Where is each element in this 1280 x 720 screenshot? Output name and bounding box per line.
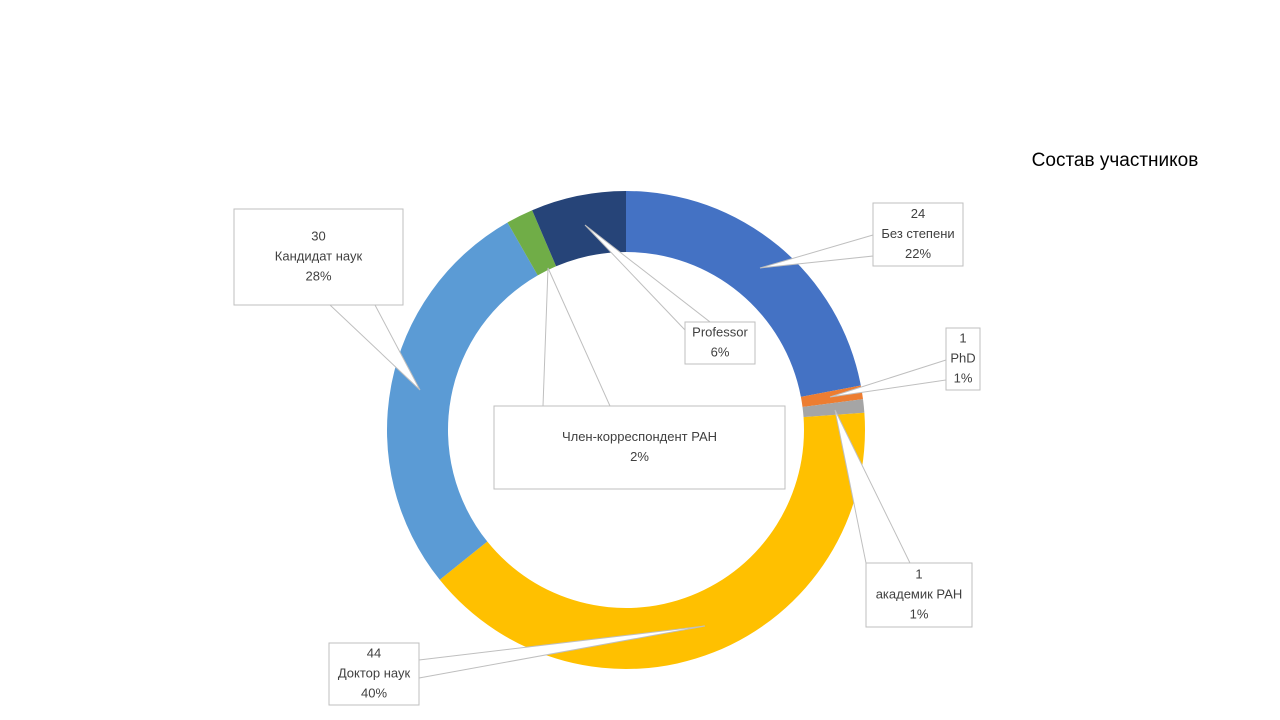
label-box: [493, 405, 786, 490]
data-label: 2%: [630, 449, 649, 464]
label-box: [872, 202, 964, 267]
data-label: академик РАН: [876, 586, 963, 601]
data-label: 44: [367, 645, 381, 660]
data-label: 1: [915, 566, 922, 581]
data-label: 30: [311, 228, 325, 243]
callout-pointer: [542, 267, 611, 407]
donut-slice: [626, 191, 861, 397]
data-label: PhD: [950, 350, 975, 365]
donut-slice: [532, 191, 626, 267]
label-box: [328, 642, 420, 706]
donut-slice: [439, 412, 865, 669]
donut-slice: [507, 210, 557, 276]
data-label: 28%: [305, 268, 331, 283]
data-label: Без степени: [881, 226, 954, 241]
donut-slice: [802, 399, 865, 418]
data-label: 1: [959, 330, 966, 345]
chart-title: Состав участников: [1032, 150, 1199, 171]
data-label: 40%: [361, 685, 387, 700]
data-label: Кандидат наук: [275, 248, 363, 263]
data-label: 1%: [910, 606, 929, 621]
data-label: 1%: [954, 370, 973, 385]
donut-slice: [387, 222, 538, 580]
data-label: Член-корреспондент РАН: [562, 429, 717, 444]
data-label: 6%: [711, 344, 730, 359]
data-label: Доктор наук: [338, 665, 411, 680]
data-label: Professor: [692, 324, 748, 339]
label-box: [684, 321, 756, 365]
label-box: [945, 327, 981, 391]
data-label: 24: [911, 206, 925, 221]
data-label: 22%: [905, 246, 931, 261]
label-box: [233, 208, 404, 306]
label-box: [865, 562, 973, 628]
